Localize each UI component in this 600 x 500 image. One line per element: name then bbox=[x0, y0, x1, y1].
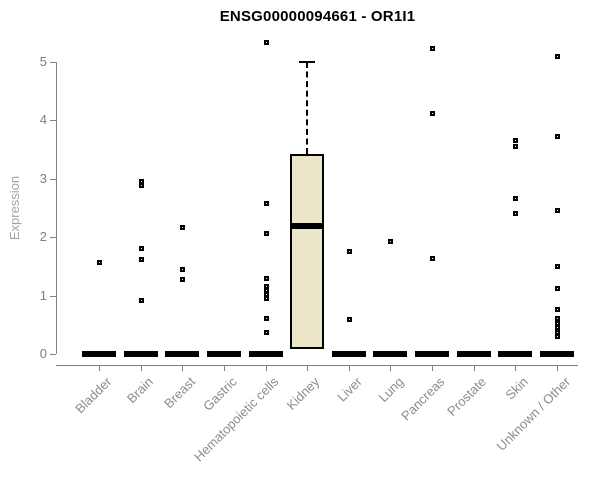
boxplot-zero-bar bbox=[540, 351, 575, 357]
y-tick bbox=[50, 295, 56, 297]
boxplot-zero-bar bbox=[123, 351, 158, 357]
outlier-point bbox=[264, 296, 269, 301]
y-tick-label: 2 bbox=[39, 229, 47, 245]
boxplot-whisker bbox=[306, 62, 309, 154]
outlier-point bbox=[264, 201, 269, 206]
x-category-label: Liver bbox=[333, 374, 365, 405]
outlier-point bbox=[555, 264, 560, 269]
y-axis-line bbox=[56, 62, 57, 354]
outlier-point bbox=[430, 46, 435, 51]
boxplot-median bbox=[290, 222, 325, 229]
outlier-point bbox=[555, 325, 560, 330]
boxplot-zero-bar bbox=[415, 351, 450, 357]
outlier-point bbox=[555, 316, 560, 321]
x-axis-line bbox=[56, 365, 578, 366]
outlier-point bbox=[97, 260, 102, 265]
y-tick bbox=[50, 354, 56, 355]
y-tick-label: 4 bbox=[39, 112, 47, 128]
outlier-point bbox=[180, 277, 185, 282]
outlier-point bbox=[513, 196, 518, 201]
outlier-point bbox=[139, 246, 144, 251]
outlier-point bbox=[555, 286, 560, 291]
y-tick bbox=[50, 178, 56, 180]
x-tick bbox=[307, 365, 308, 371]
outlier-point bbox=[264, 316, 269, 321]
x-tick bbox=[390, 365, 391, 371]
boxplot-whisker-cap bbox=[299, 61, 316, 63]
y-tick bbox=[50, 237, 56, 239]
x-category-label: Prostate bbox=[444, 374, 490, 419]
x-category-label: Breast bbox=[160, 374, 198, 412]
x-tick bbox=[141, 365, 142, 371]
y-tick-label: 3 bbox=[39, 170, 47, 186]
boxplot-box bbox=[290, 153, 325, 350]
boxplot-zero-bar bbox=[206, 351, 241, 357]
y-tick bbox=[50, 62, 56, 63]
x-tick bbox=[266, 365, 267, 371]
outlier-point bbox=[555, 134, 560, 139]
x-tick bbox=[474, 365, 475, 371]
x-tick bbox=[432, 365, 433, 371]
outlier-point bbox=[430, 256, 435, 261]
outlier-point bbox=[180, 267, 185, 272]
x-tick bbox=[349, 365, 350, 371]
x-category-label: Kidney bbox=[284, 374, 323, 413]
y-tick bbox=[50, 120, 56, 122]
boxplot-zero-bar bbox=[498, 351, 533, 357]
boxplot-zero-bar bbox=[373, 351, 408, 357]
outlier-point bbox=[513, 211, 518, 216]
x-category-label: Pancreas bbox=[398, 374, 448, 424]
x-tick bbox=[557, 365, 558, 371]
x-category-label: Skin bbox=[502, 374, 532, 403]
outlier-point bbox=[347, 249, 352, 254]
outlier-point bbox=[139, 298, 144, 303]
outlier-point bbox=[180, 225, 185, 230]
y-tick-label: 1 bbox=[39, 287, 47, 303]
outlier-point bbox=[264, 330, 269, 335]
outlier-point bbox=[139, 257, 144, 262]
x-tick bbox=[515, 365, 516, 371]
outlier-point bbox=[264, 231, 269, 236]
outlier-point bbox=[513, 144, 518, 149]
boxplot-zero-bar bbox=[248, 351, 283, 357]
outlier-point bbox=[430, 111, 435, 116]
outlier-point bbox=[139, 183, 144, 188]
x-category-label: Gastric bbox=[199, 374, 240, 414]
outlier-point bbox=[555, 307, 560, 312]
x-category-label: Brain bbox=[124, 374, 157, 407]
outlier-point bbox=[264, 40, 269, 45]
x-tick bbox=[99, 365, 100, 371]
y-tick-label: 0 bbox=[39, 346, 47, 361]
x-tick bbox=[224, 365, 225, 371]
chart-title: ENSG00000094661 - OR1I1 bbox=[219, 8, 416, 25]
x-category-label: Bladder bbox=[72, 374, 115, 417]
outlier-point bbox=[347, 317, 352, 322]
outlier-point bbox=[264, 276, 269, 281]
y-tick-label: 5 bbox=[39, 54, 47, 69]
outlier-point bbox=[555, 54, 560, 59]
boxplot-zero-bar bbox=[165, 351, 200, 357]
x-tick bbox=[182, 365, 183, 371]
y-axis-label: Expression bbox=[7, 175, 22, 241]
boxplot-zero-bar bbox=[456, 351, 491, 357]
x-category-label: Unknown / Other bbox=[493, 374, 573, 454]
outlier-point bbox=[513, 138, 518, 143]
outlier-point bbox=[555, 208, 560, 213]
x-category-label: Lung bbox=[375, 374, 407, 406]
outlier-point bbox=[388, 239, 393, 244]
boxplot-zero-bar bbox=[82, 351, 116, 357]
boxplot-zero-bar bbox=[331, 351, 366, 357]
outlier-point bbox=[555, 334, 560, 339]
